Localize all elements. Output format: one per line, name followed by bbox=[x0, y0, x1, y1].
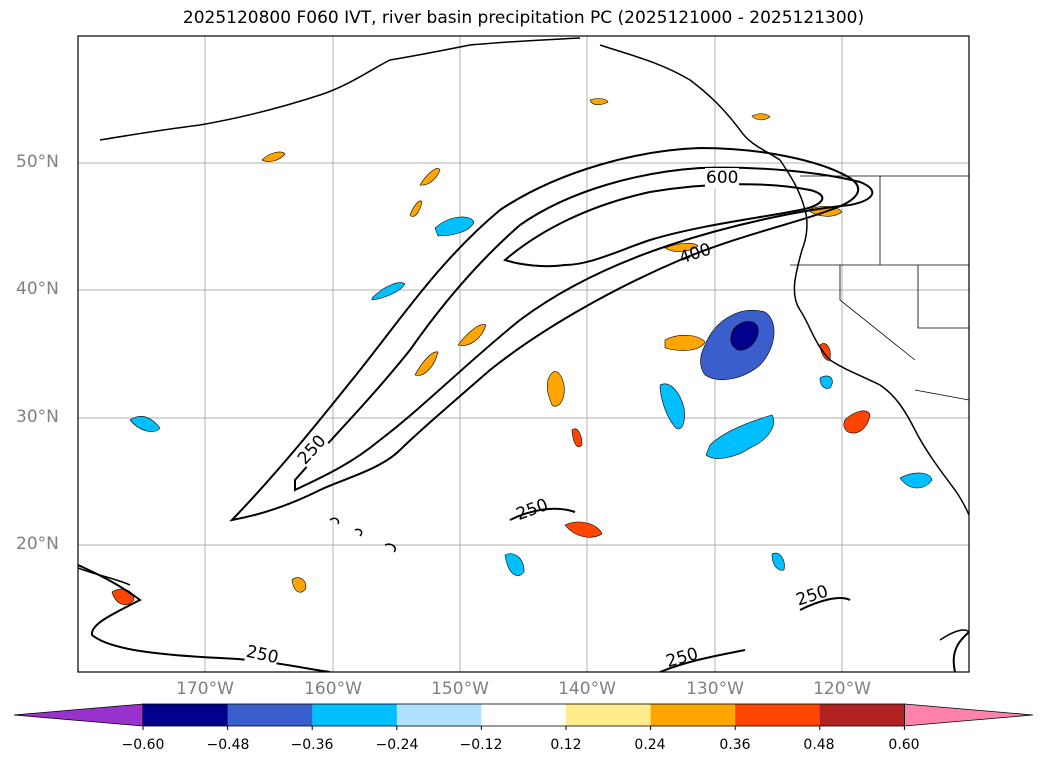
ivt-contour-250-sw bbox=[509, 507, 576, 521]
ivt-contour-250-corner bbox=[952, 631, 969, 672]
lon-label-140w: 140°W bbox=[558, 679, 616, 699]
bc-washington-coast bbox=[779, 159, 808, 251]
colorbar-frame bbox=[142, 703, 905, 727]
colorbar-segment bbox=[396, 704, 482, 726]
precip-blob-red-4 bbox=[571, 428, 583, 448]
precip-blob-orange-11 bbox=[261, 151, 286, 162]
colorbar-segment bbox=[650, 704, 736, 726]
colorbar-extend-high bbox=[904, 703, 1034, 727]
map-title: 2025120800 F060 IVT, river basin precipi… bbox=[182, 8, 865, 28]
colorbar-label: −0.60 bbox=[121, 737, 165, 753]
precip-blob-navy bbox=[730, 321, 759, 351]
lat-label-30n: 30°N bbox=[16, 407, 59, 427]
colorbar-segment bbox=[735, 704, 821, 726]
precip-blob-orange-3 bbox=[409, 200, 423, 217]
precip-blob-orange-9 bbox=[291, 577, 307, 593]
precip-blob-red-2 bbox=[564, 521, 603, 538]
precip-blob-cyan-7 bbox=[899, 472, 933, 489]
coastlines bbox=[78, 37, 969, 641]
graticule bbox=[78, 36, 969, 672]
precip-anomaly-blobs bbox=[111, 98, 933, 605]
precip-blob-red-1 bbox=[843, 410, 871, 434]
contour-label-600: 600 bbox=[705, 168, 740, 188]
colorbar-segment bbox=[143, 704, 229, 726]
ivt-contour-250-s bbox=[659, 649, 746, 672]
precip-blob-orange-1 bbox=[664, 334, 706, 351]
colorbar-label: 0.12 bbox=[550, 737, 582, 753]
colorbar-label: −0.48 bbox=[206, 737, 250, 753]
lon-label-130w: 130°W bbox=[686, 679, 744, 699]
colorbar-segment bbox=[312, 704, 398, 726]
precip-blob-orange-6 bbox=[546, 371, 565, 407]
lon-label-150w: 150°W bbox=[431, 679, 489, 699]
lon-label-170w: 170°W bbox=[176, 679, 234, 699]
precip-blob-orange-10 bbox=[751, 113, 771, 121]
precip-blob-cyan-8 bbox=[771, 552, 785, 571]
colorbar-label: 0.36 bbox=[719, 737, 751, 753]
baja-coast bbox=[879, 384, 969, 516]
panhandle-coast bbox=[599, 44, 781, 161]
colorbar-segment bbox=[481, 704, 567, 726]
colorbar-segment bbox=[566, 704, 652, 726]
precip-blob-orange-7 bbox=[589, 98, 609, 106]
state-border-2 bbox=[839, 265, 916, 361]
colorbar-label: 0.48 bbox=[803, 737, 835, 753]
precip-blob-cyan-5 bbox=[129, 416, 161, 433]
precip-blob-orange-4 bbox=[457, 324, 487, 346]
hawaii-islands bbox=[329, 517, 397, 553]
map-frame bbox=[77, 35, 970, 673]
precip-blob-cyan-2 bbox=[659, 383, 685, 430]
state-border-3 bbox=[917, 265, 969, 329]
lon-label-120w: 120°W bbox=[813, 679, 871, 699]
colorbar-label: 0.24 bbox=[634, 737, 666, 753]
alaska-coast bbox=[99, 37, 581, 141]
colorbar bbox=[13, 703, 1034, 730]
political-borders bbox=[790, 175, 969, 401]
mexico-coast bbox=[939, 629, 969, 641]
lat-label-50n: 50°N bbox=[16, 152, 59, 172]
precip-blob-red-3 bbox=[111, 588, 135, 605]
us-mexico-border bbox=[914, 389, 969, 401]
precip-blob-orange-8 bbox=[664, 242, 699, 252]
colorbar-label: 0.60 bbox=[888, 737, 920, 753]
lat-label-40n: 40°N bbox=[16, 279, 59, 299]
colorbar-label: −0.12 bbox=[459, 737, 503, 753]
precip-blob-cyan-9 bbox=[819, 375, 833, 389]
colorbar-label: −0.36 bbox=[290, 737, 334, 753]
precip-blob-cyan-4 bbox=[371, 282, 406, 301]
precip-blob-cyan-1 bbox=[705, 414, 774, 459]
precip-blob-orange-2 bbox=[419, 168, 441, 186]
kamchatka-bottom bbox=[78, 567, 131, 586]
precip-blob-cyan-3 bbox=[434, 216, 475, 237]
lat-label-20n: 20°N bbox=[16, 534, 59, 554]
west-coast-us bbox=[793, 249, 881, 386]
precip-blob-orange-5 bbox=[414, 351, 439, 376]
ivt-contour-600 bbox=[503, 183, 824, 268]
colorbar-segment bbox=[819, 704, 905, 726]
lon-label-160w: 160°W bbox=[304, 679, 362, 699]
ivt-contour-250-se bbox=[799, 597, 851, 611]
colorbar-segment bbox=[227, 704, 313, 726]
ivt-contour-250-main bbox=[229, 146, 860, 522]
precip-blob-cyan-6 bbox=[504, 553, 525, 576]
colorbar-label: −0.24 bbox=[375, 737, 419, 753]
ivt-contour-400 bbox=[294, 166, 874, 492]
colorbar-extend-low bbox=[13, 703, 144, 727]
ivt-contours bbox=[78, 146, 969, 672]
